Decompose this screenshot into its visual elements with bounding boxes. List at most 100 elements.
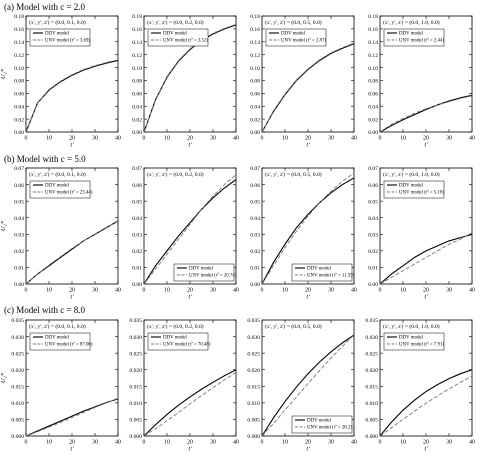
x-tick-label: 30 <box>210 288 216 294</box>
series-line-ddv <box>261 43 355 133</box>
legend-box <box>265 28 327 47</box>
x-tick-label: 20 <box>305 288 311 294</box>
y-tick-label: 0.14 <box>368 40 378 46</box>
chart-panel-b3: 0.00 0.01 0.02 0.03 0.04 0.05 0.06 0.07 0 10 20 30 4… <box>250 166 357 300</box>
series-line-ddv <box>379 94 473 133</box>
chart-panel-a3: 0.00 0.02 0.04 0.06 0.08 0.10 0.12 0.14 0.16 0.18… <box>250 14 357 148</box>
x-tick-label: 0 <box>25 440 28 446</box>
y-tick-label: 0.04 <box>132 216 142 222</box>
legend-label: DDV model <box>45 32 70 37</box>
group-label-b: (b) Model with c = 5.0 <box>4 154 86 164</box>
y-tick-label: 0.04 <box>368 216 378 222</box>
y-tick-label: 0.03 <box>368 232 378 238</box>
legend-label: DDV model <box>163 32 188 37</box>
x-tick-label: 30 <box>446 288 452 294</box>
x-tick-label: 20 <box>305 136 311 142</box>
series-line-unv <box>261 172 355 285</box>
legend-label: DDV model <box>163 336 188 341</box>
y-tick-label: 0.02 <box>368 117 378 123</box>
y-tick-label: 0.06 <box>132 92 142 98</box>
series-line-unv <box>25 59 119 133</box>
legend-label: UNV model (τ̂' = 3.52) <box>163 39 208 44</box>
legend-label: DDV model <box>399 336 424 341</box>
y-tick-label: 0.05 <box>14 199 24 205</box>
series-line-ddv <box>143 179 237 285</box>
y-tick-label: 0.18 <box>250 14 260 20</box>
legend-box <box>291 415 353 434</box>
y-tick-label: 0.00 <box>368 282 378 288</box>
y-tick-label: 0.16 <box>132 27 142 33</box>
group-label-c: (c) Model with c = 8.0 <box>4 305 86 315</box>
y-tick-label: 0.01 <box>132 266 142 272</box>
legend-label: UNV model (τ̂' = 87.06) <box>45 343 93 348</box>
panel-annotation: (x', y', z') = (0.0, 1.0, 0.0) <box>383 19 440 26</box>
legend-label: DDV model <box>45 184 70 189</box>
x-tick-label: 30 <box>328 136 334 142</box>
y-tick-label: 0.04 <box>250 216 260 222</box>
y-tick-label: 0.025 <box>129 351 142 357</box>
x-tick-label: 40 <box>351 440 357 446</box>
chart-panel-c2: 0.000 0.005 0.010 0.015 0.020 0.025 0.030 0.035… <box>129 318 239 452</box>
y-tick-label: 0.00 <box>132 282 142 288</box>
x-tick-label: 0 <box>379 136 382 142</box>
y-tick-label: 0.16 <box>14 27 24 33</box>
legend-box <box>29 28 91 47</box>
legend: DDV model UNV model (τ̂' = 20.74) <box>173 263 237 282</box>
y-tick-label: 0.010 <box>129 401 142 407</box>
legend: DDV model UNV model (τ̂' = 28.21) <box>291 415 355 434</box>
x-tick-label: 10 <box>282 136 288 142</box>
legend: DDV model UNV model (τ̂' = 5.18) <box>383 180 444 199</box>
y-tick-label: 0.035 <box>129 318 142 324</box>
series-line-unv <box>379 95 473 133</box>
x-tick-label: 20 <box>187 288 193 294</box>
x-tick-label: 40 <box>233 440 239 446</box>
y-tick-label: 0.005 <box>365 418 378 424</box>
y-tick-label: 0.000 <box>129 434 142 440</box>
series-line-unv <box>143 23 237 133</box>
legend: DDV model UNV model (τ̂' = 87.06) <box>29 332 93 351</box>
y-tick-label: 0.04 <box>132 104 142 110</box>
legend-label: DDV model <box>307 419 332 424</box>
x-tick-label: 10 <box>46 136 52 142</box>
y-tick-label: 0.01 <box>250 266 260 272</box>
x-tick-label: 10 <box>164 288 170 294</box>
y-tick-label: 0.025 <box>365 351 378 357</box>
legend: DDV model UNV model (τ̂' = 23.44) <box>29 180 93 199</box>
x-tick-label: 20 <box>69 288 75 294</box>
y-tick-label: 0.18 <box>14 14 24 20</box>
y-tick-label: 0.02 <box>14 117 24 123</box>
series-line-ddv <box>379 369 473 437</box>
panel-annotation: (x', y', z') = (0.0, 0.1, 0.0) <box>29 323 86 330</box>
chart-panel-b1: 0.00 0.01 0.02 0.03 0.04 0.05 0.06 0.07 0 10 20 30 4… <box>0 166 121 300</box>
x-tick-label: 30 <box>328 440 334 446</box>
panel-annotation: (x', y', z') = (0.0, 0.5, 0.0) <box>265 19 322 26</box>
y-tick-label: 0.06 <box>250 92 260 98</box>
x-tick-label: 20 <box>423 288 429 294</box>
legend-label: DDV model <box>399 184 424 189</box>
y-tick-label: 0.030 <box>365 335 378 341</box>
legend: DDV model UNV model (τ̂' = 70.48) <box>147 332 211 351</box>
y-tick-label: 0.020 <box>365 368 378 374</box>
chart-panel-b2: 0.00 0.01 0.02 0.03 0.04 0.05 0.06 0.07 0 10 20 30 4… <box>132 166 239 300</box>
x-tick-label: 30 <box>92 440 98 446</box>
y-tick-label: 0.16 <box>368 27 378 33</box>
chart-panel-a4: 0.00 0.02 0.04 0.06 0.08 0.10 0.12 0.14 0.16 0.18… <box>368 14 475 148</box>
x-tick-label: 40 <box>351 288 357 294</box>
y-tick-label: 0.06 <box>14 92 24 98</box>
y-tick-label: 0.030 <box>247 335 260 341</box>
y-tick-label: 0.10 <box>14 66 24 72</box>
series-line-ddv <box>25 59 119 133</box>
legend-label: UNV model (τ̂' = 5.18) <box>399 191 444 196</box>
x-axis-label: t' <box>188 446 192 453</box>
x-tick-label: 10 <box>164 440 170 446</box>
panel-annotation: (x', y', z') = (0.0, 0.2, 0.0) <box>147 19 204 26</box>
y-tick-label: 0.000 <box>11 434 24 440</box>
legend-box <box>383 332 445 351</box>
legend-label: DDV model <box>189 267 214 272</box>
chart-panel-b4: 0.00 0.01 0.02 0.03 0.04 0.05 0.06 0.07 0 10 20 30 4… <box>368 166 475 300</box>
y-tick-label: 0.02 <box>250 249 260 255</box>
y-tick-label: 0.07 <box>368 166 378 172</box>
x-axis-label: t' <box>424 294 428 301</box>
chart-panel-c3: 0.000 0.005 0.010 0.015 0.020 0.025 0.030 0.035… <box>247 318 357 452</box>
legend: DDV model UNV model (τ̂' = 3.69) <box>29 28 91 47</box>
